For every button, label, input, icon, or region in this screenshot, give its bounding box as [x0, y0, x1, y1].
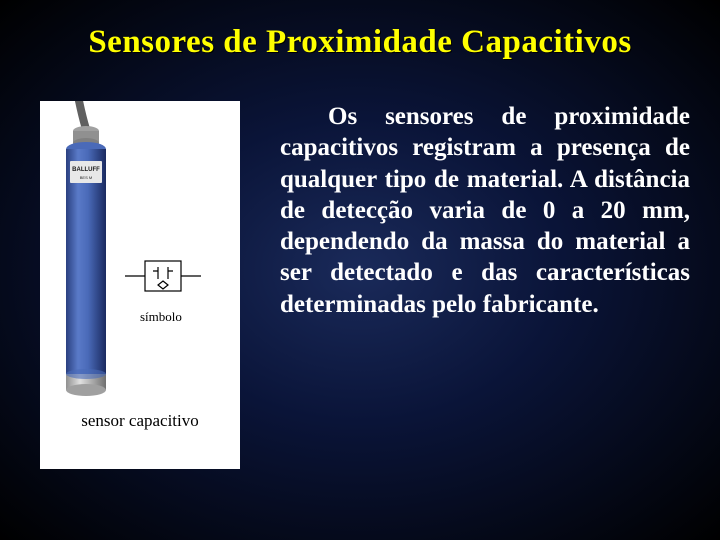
- body-paragraph: Os sensores de proximidade capacitivos r…: [280, 101, 690, 320]
- cable-icon: [78, 101, 86, 129]
- image-column: BALLUFF BES M sí: [20, 101, 260, 469]
- sensor-caption: sensor capacitivo: [81, 411, 199, 431]
- svg-text:BES M: BES M: [80, 175, 92, 180]
- content-area: BALLUFF BES M sí: [0, 101, 720, 469]
- svg-text:BALLUFF: BALLUFF: [72, 167, 100, 173]
- slide-title: Sensores de Proximidade Capacitivos: [0, 0, 720, 61]
- symbol-label: símbolo: [140, 309, 182, 325]
- sensor-image-box: BALLUFF BES M sí: [40, 101, 240, 469]
- sensor-illustration: BALLUFF BES M: [40, 101, 240, 401]
- symbol-diagram: [125, 261, 201, 291]
- text-column: Os sensores de proximidade capacitivos r…: [260, 101, 700, 469]
